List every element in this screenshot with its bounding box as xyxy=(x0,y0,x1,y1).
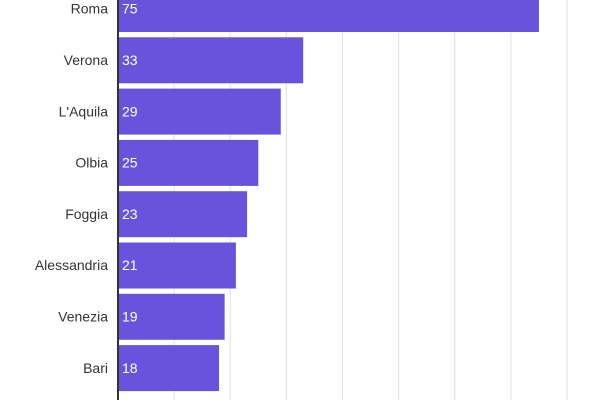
data-label: 18 xyxy=(122,360,138,376)
category-label: Venezia xyxy=(58,309,108,325)
bar-bari xyxy=(118,345,220,392)
bar-venezia xyxy=(118,293,225,340)
data-label: 23 xyxy=(122,206,138,222)
data-label: 33 xyxy=(122,52,138,68)
data-label: 75 xyxy=(122,1,138,17)
category-label: Roma xyxy=(71,1,109,17)
category-label: Alessandria xyxy=(35,257,108,273)
data-label: 21 xyxy=(122,257,138,273)
category-label: Olbia xyxy=(75,155,108,171)
bar-alessandria xyxy=(118,242,236,289)
category-label: Verona xyxy=(64,52,109,68)
bar-foggia xyxy=(118,191,248,238)
bar-verona xyxy=(118,37,304,84)
category-label: Foggia xyxy=(65,206,108,222)
bar-olbia xyxy=(118,139,259,186)
data-label: 25 xyxy=(122,155,138,171)
bar-laquila xyxy=(118,88,281,135)
category-label: Bari xyxy=(83,360,108,376)
data-label: 29 xyxy=(122,103,138,119)
bar-roma xyxy=(118,0,539,32)
category-label: L'Aquila xyxy=(59,103,109,119)
data-label: 19 xyxy=(122,309,138,325)
